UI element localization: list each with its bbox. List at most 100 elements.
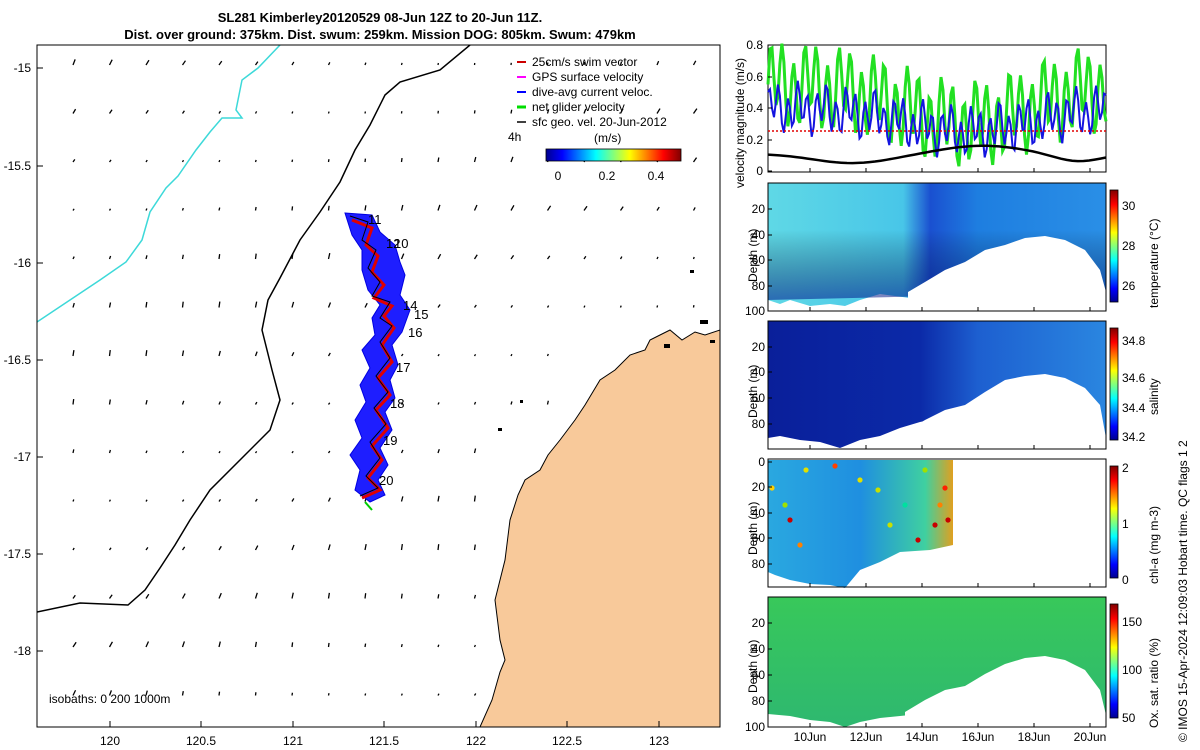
colorbar-tick-0: 0: [555, 169, 562, 183]
legend-gps-label: GPS surface velocity: [532, 70, 643, 84]
depth-tick-label: 80: [752, 279, 766, 293]
current-arrow: [72, 59, 76, 66]
current-arrow: [473, 204, 478, 211]
current-arrow: [72, 449, 75, 454]
salinity-seafloor: [905, 374, 1106, 449]
current-arrow: [327, 352, 331, 357]
current-arrow: [218, 207, 221, 211]
chlorophyll-sample: [769, 485, 775, 491]
current-arrow: [473, 401, 477, 405]
current-arrow: [510, 304, 514, 308]
current-arrow: [437, 448, 440, 454]
current-arrow: [619, 206, 624, 211]
current-arrow: [583, 305, 586, 308]
current-arrow: [181, 593, 186, 599]
current-arrow: [510, 156, 514, 163]
current-arrow: [218, 301, 221, 308]
map-longitude-ticks: 120 120.5 121 121.5 122 122.5 123: [100, 721, 669, 748]
map-lat-tick-label: -18: [14, 644, 32, 658]
islands: [498, 270, 715, 431]
current-arrow: [437, 204, 441, 211]
colorbar-tick-label: 50: [1122, 711, 1136, 725]
day-label: 14: [403, 298, 417, 313]
current-arrow: [145, 59, 150, 66]
day-label: 17: [396, 360, 410, 375]
current-arrow: [254, 401, 258, 405]
oxygen-frame: [767, 596, 1107, 728]
current-arrow: [108, 449, 112, 454]
velocity-tick-label: 0.4: [746, 101, 763, 115]
chlorophyll-section: [768, 460, 953, 588]
depth-tick-label: 40: [752, 642, 766, 656]
temperature-seafloor: [908, 236, 1106, 311]
legend-swim-label: 25cm/s swim vector: [532, 55, 637, 69]
current-arrow: [218, 641, 221, 648]
current-arrow: [108, 109, 113, 114]
map-lon-tick-label: 120.5: [186, 734, 216, 748]
current-arrow: [400, 693, 403, 696]
current-arrow: [291, 159, 294, 163]
current-arrow: [72, 256, 75, 260]
current-arrow: [72, 302, 75, 308]
current-arrow: [181, 110, 185, 114]
current-arrow: [291, 402, 294, 405]
map-lon-tick-label: 121.5: [369, 734, 399, 748]
depth-tick-label: 60: [752, 391, 766, 405]
current-arrow: [218, 691, 221, 696]
current-arrow: [145, 208, 148, 211]
current-arrow: [400, 543, 403, 551]
map-lat-tick-label: -15: [14, 61, 32, 75]
chlorophyll-sample: [857, 477, 863, 483]
current-arrow: [730, 208, 731, 211]
current-arrow: [364, 544, 367, 551]
depth-tick-label: 80: [752, 694, 766, 708]
current-arrow: [181, 690, 184, 696]
current-arrow: [218, 499, 222, 502]
current-arrow: [108, 547, 112, 551]
current-arrow: [473, 304, 477, 308]
current-arrow: [218, 592, 222, 599]
chlorophyll-sample: [787, 517, 793, 523]
current-arrow: [145, 255, 148, 260]
temperature-colorbar: [1109, 189, 1119, 303]
current-arrow: [400, 449, 404, 454]
salinity-cbar-label: salinity: [1147, 378, 1161, 415]
current-arrow: [181, 499, 185, 502]
chlorophyll-frame: [767, 458, 1107, 588]
current-arrow: [692, 207, 696, 211]
map-lat-tick-label: -17: [14, 450, 32, 464]
current-arrow: [218, 159, 221, 163]
colorbar-tick-label: 150: [1122, 615, 1142, 629]
current-arrow: [254, 301, 258, 308]
current-arrow: [291, 301, 295, 308]
colorbar-tick-label: 0: [1122, 573, 1129, 587]
current-arrow: [473, 353, 477, 357]
oxygen-ticks: 20 40 60 80 100 150 100 50: [745, 615, 1142, 734]
current-arrow: [291, 61, 295, 66]
figure-title-line-1: SL281 Kimberley20120529 08-Jun 12Z to 20…: [217, 10, 543, 25]
colorbar-tick-2: 0.4: [648, 169, 665, 183]
map-lat-tick-label: -17.5: [4, 547, 32, 561]
current-arrow: [692, 256, 695, 260]
dive-avg-current-line: [767, 80, 1107, 158]
current-arrow: [400, 593, 403, 599]
current-arrow: [254, 592, 258, 599]
current-arrow: [473, 693, 477, 696]
current-arrow: [656, 305, 659, 308]
time-tick-label: 16Jun: [962, 730, 995, 744]
velocity-tick-label: 0.6: [746, 70, 763, 84]
depth-tick-label: 80: [752, 417, 766, 431]
current-arrow: [145, 399, 148, 405]
current-arrow: [72, 398, 75, 405]
current-arrow: [546, 205, 552, 211]
current-arrow: [72, 594, 76, 599]
depth-tick-label: 100: [745, 720, 765, 734]
chlorophyll-sample: [803, 467, 809, 473]
legend-geo-label: sfc geo. vel. 20-Jun-2012: [532, 115, 667, 129]
current-arrow: [145, 546, 149, 551]
current-arrow: [619, 61, 623, 66]
current-arrow: [108, 499, 111, 502]
